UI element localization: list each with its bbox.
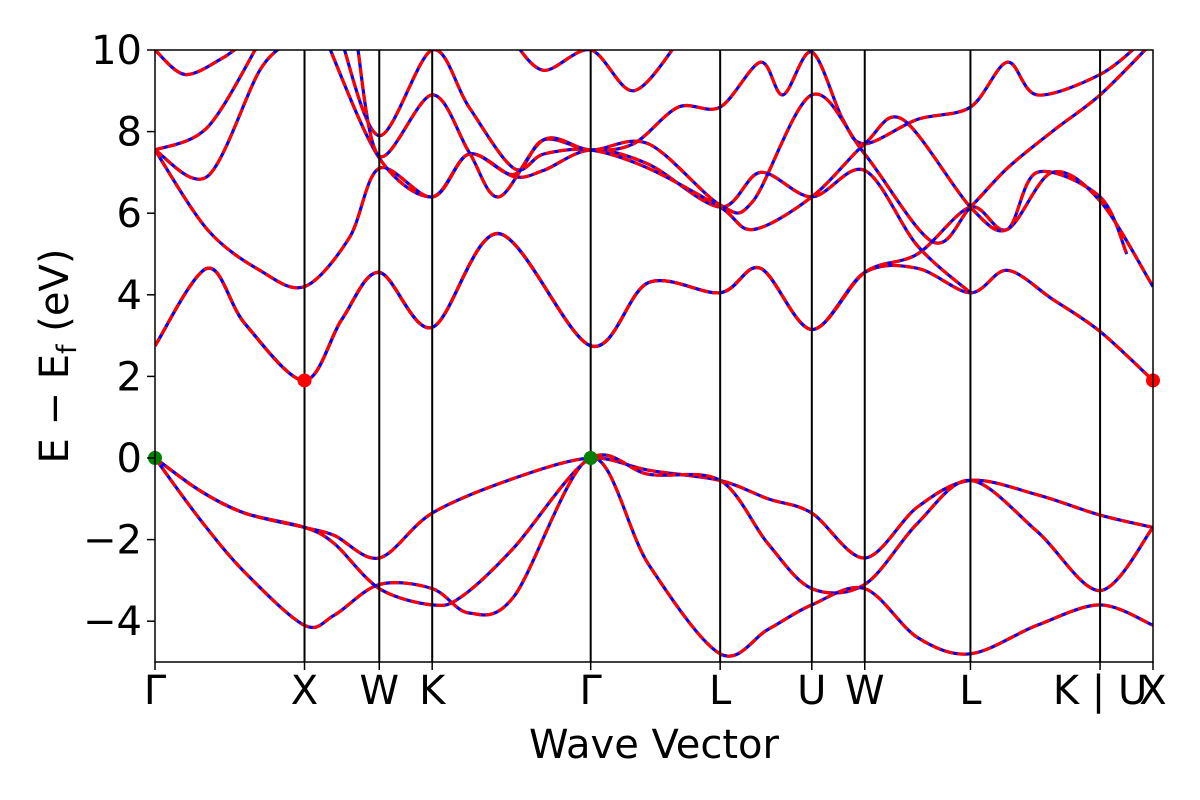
bands-group: [155, 50, 1153, 658]
y-tick-label-4: 4: [117, 273, 142, 319]
y-tick-label-3: 2: [117, 354, 142, 400]
x-tick-label-5: L: [709, 668, 732, 714]
x-tick-label-10: X: [1139, 668, 1166, 714]
y-tick-label-1: −2: [83, 518, 142, 564]
x-tick-label-4: Γ: [580, 668, 603, 714]
x-tick-label-9: K | U: [1053, 668, 1147, 714]
y-tick-label-7: 10: [91, 28, 142, 74]
band-7-fit-line: [155, 50, 281, 181]
cbm-marker-2: [297, 373, 312, 388]
band-13-dft-line: [518, 50, 675, 93]
x-tick-label-2: W: [359, 668, 399, 714]
x-tick-label-7: W: [845, 668, 885, 714]
plot-area: [148, 50, 1160, 662]
y-tick-label-5: 6: [117, 191, 142, 237]
y-axis-label-subscript: f: [52, 343, 83, 354]
y-axis-label-unit: (eV): [32, 249, 78, 345]
x-axis-label: Wave Vector: [529, 722, 780, 768]
band-3-dft-line: [155, 456, 1153, 658]
y-tick-label-0: −4: [83, 599, 142, 645]
plot-frame: [154, 49, 1154, 663]
band-9-dft-line: [155, 50, 238, 77]
y-tick-label-6: 8: [117, 110, 142, 156]
band-6-dft-line: [155, 148, 972, 294]
band-11-fit-line: [342, 50, 1129, 255]
x-tick-label-6: U: [797, 668, 826, 714]
band-11-dft-line: [342, 50, 1129, 255]
x-tick-label-1: X: [291, 668, 318, 714]
x-tick-label-0: Γ: [144, 668, 167, 714]
x-tick-label-8: L: [959, 668, 982, 714]
x-tick-label-3: K: [419, 668, 447, 714]
band-13-fit-line: [518, 50, 675, 93]
band-12-fit-line: [356, 50, 1148, 245]
vbm-marker-1: [583, 451, 598, 465]
band-7-dft-line: [155, 50, 281, 181]
y-axis-label: E − Ef (eV): [32, 249, 83, 464]
band-8-fit-line: [155, 50, 257, 152]
band-12-dft-line: [356, 50, 1148, 245]
y-axis-label-main: E − E: [32, 354, 78, 464]
band-8-dft-line: [155, 50, 257, 152]
y-tick-label-2: 0: [117, 436, 142, 482]
